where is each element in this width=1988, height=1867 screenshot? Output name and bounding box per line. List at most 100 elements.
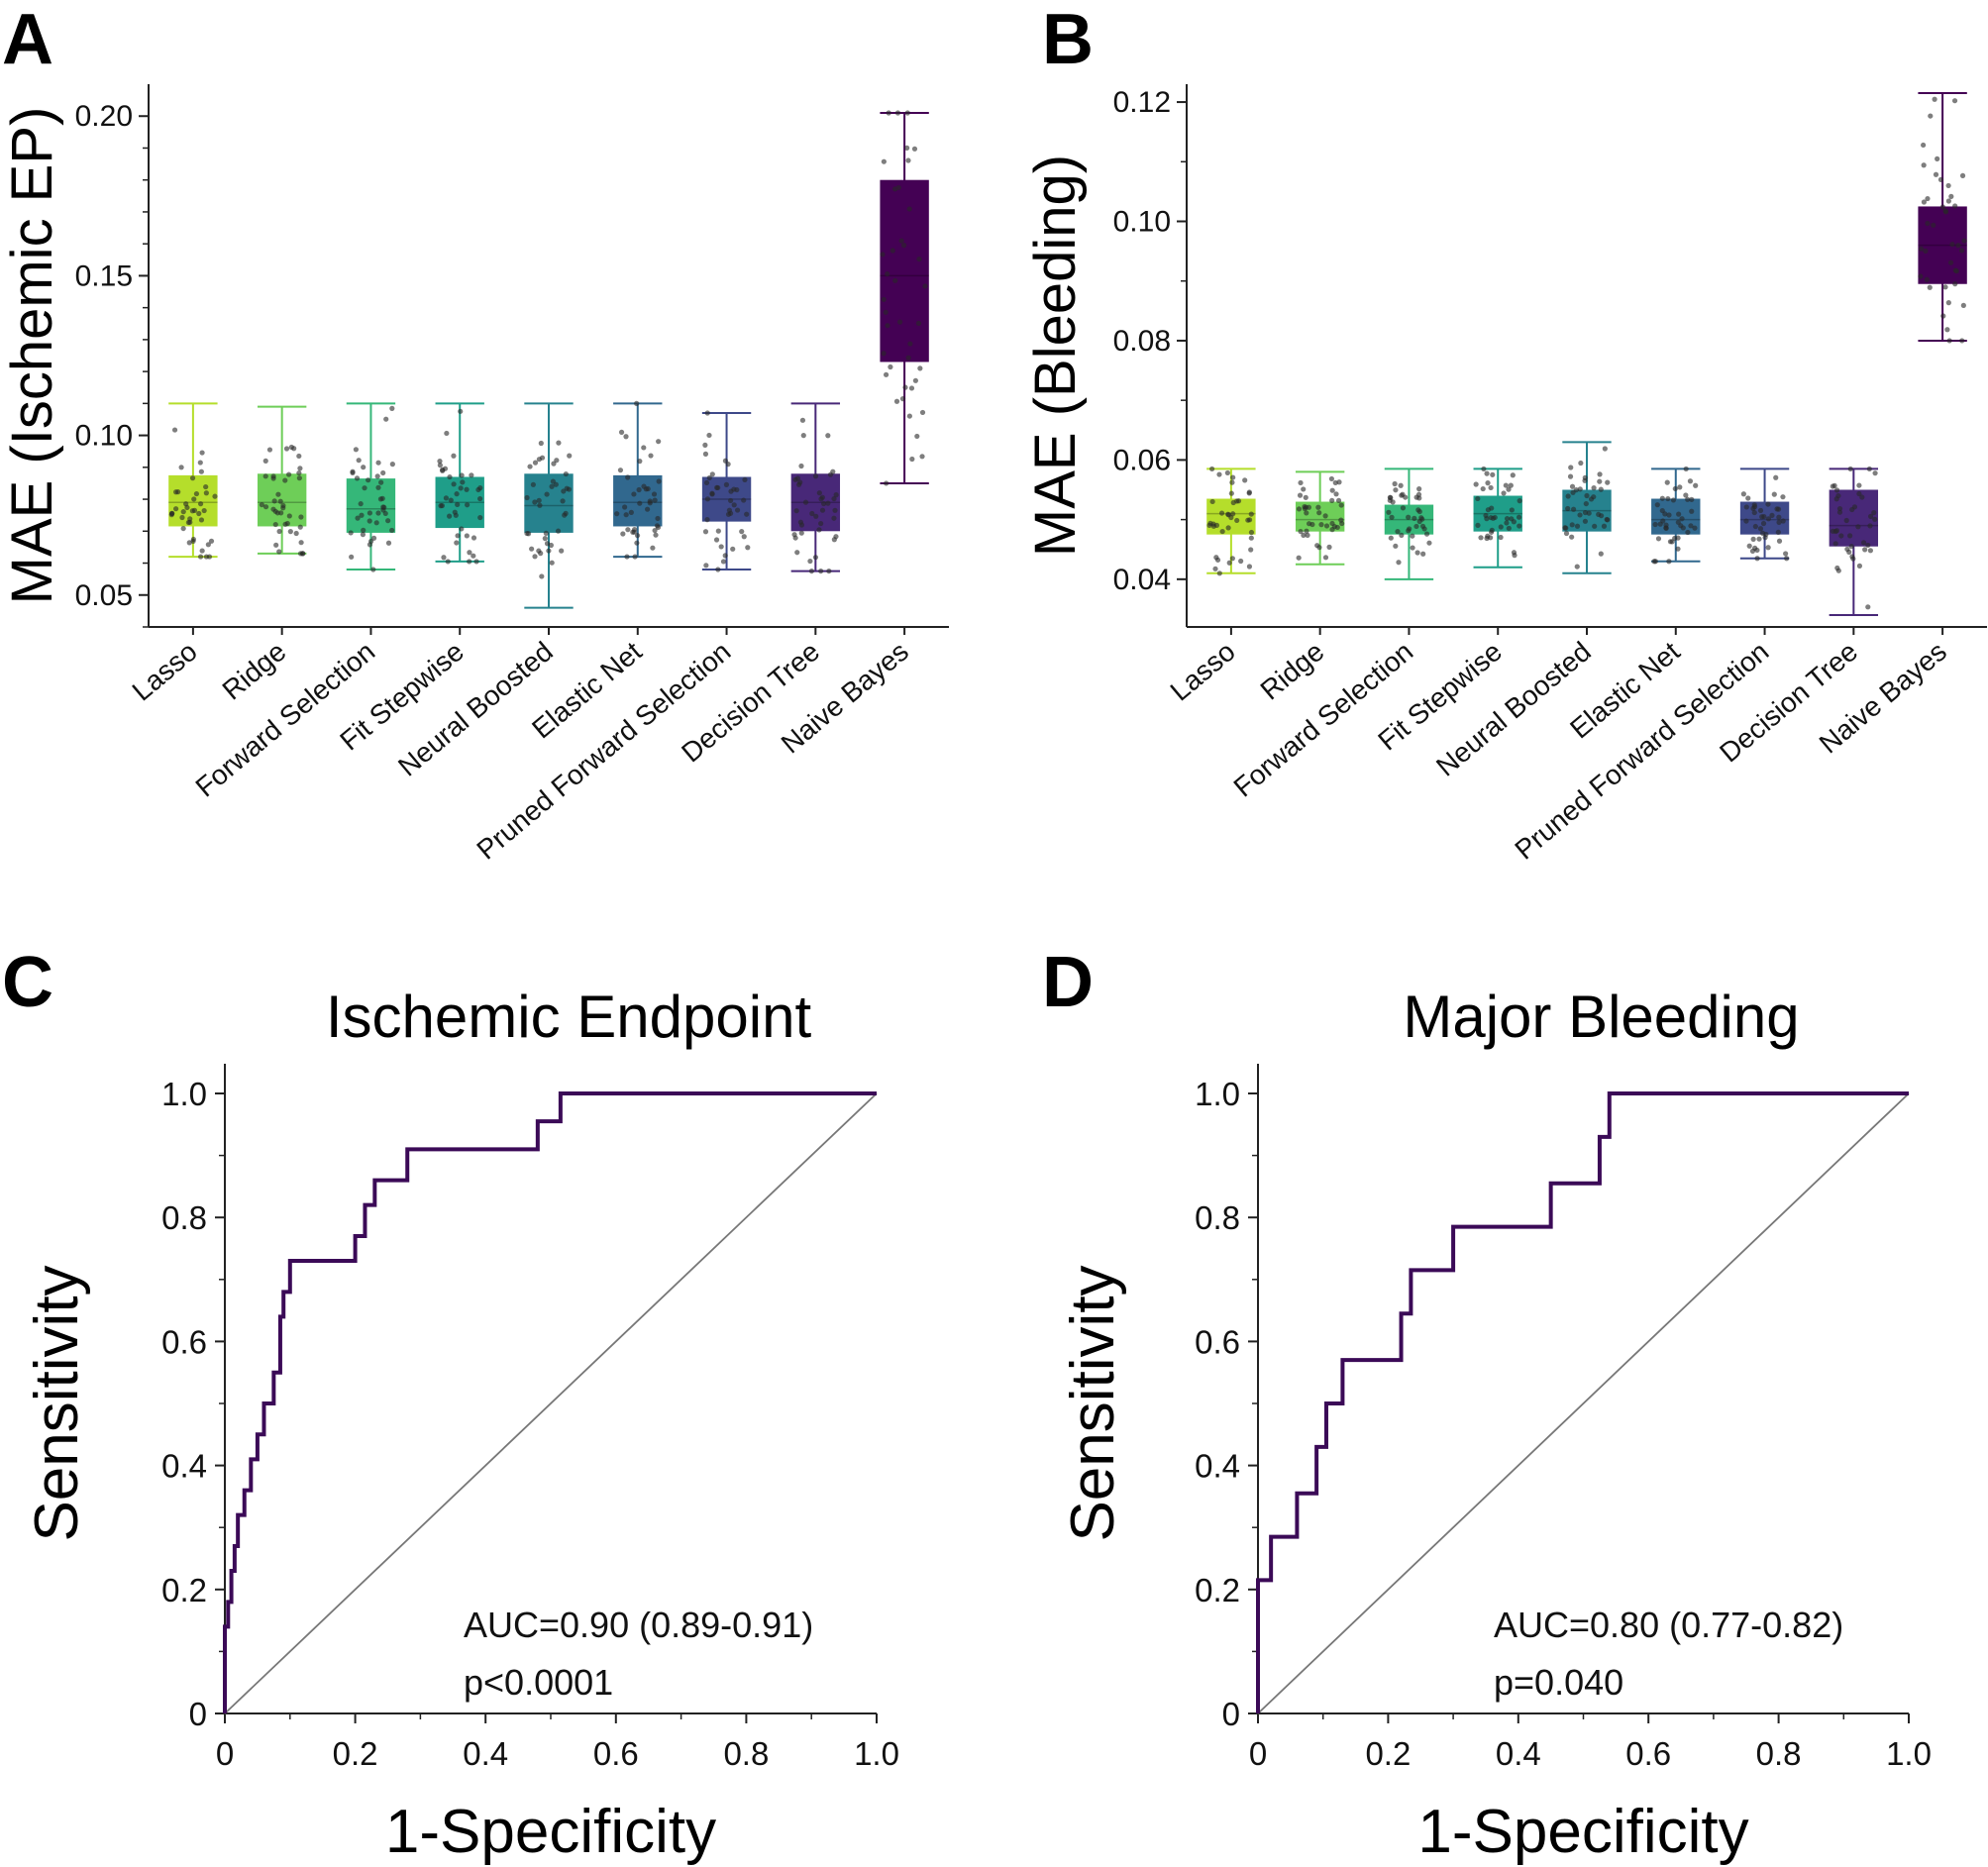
data-point xyxy=(1234,498,1240,504)
data-point xyxy=(1688,523,1694,529)
data-point xyxy=(1945,182,1951,189)
data-point xyxy=(368,538,374,545)
data-point xyxy=(906,413,912,419)
data-point xyxy=(1834,565,1840,571)
data-point xyxy=(833,534,839,540)
data-point xyxy=(1386,509,1392,515)
data-point xyxy=(348,530,354,536)
data-point xyxy=(1246,517,1253,523)
data-point xyxy=(374,473,380,479)
data-point xyxy=(1651,559,1657,565)
data-point xyxy=(917,365,923,371)
data-point xyxy=(793,508,799,514)
data-point xyxy=(722,553,728,559)
data-point xyxy=(553,481,559,487)
data-point xyxy=(720,559,727,565)
data-point xyxy=(1951,98,1958,104)
data-point xyxy=(454,540,460,546)
data-point xyxy=(272,521,278,528)
data-point xyxy=(477,485,483,491)
data-point xyxy=(1498,534,1504,541)
y-tick-label: 0 xyxy=(189,1696,207,1732)
data-point xyxy=(745,545,751,551)
data-point xyxy=(826,568,832,574)
data-point xyxy=(366,477,371,483)
data-point xyxy=(706,474,712,481)
data-point xyxy=(622,504,628,510)
data-point xyxy=(1414,550,1420,556)
y-axis-label: Sensitivity xyxy=(23,1265,91,1541)
data-point xyxy=(905,355,911,361)
data-point xyxy=(1756,536,1762,542)
data-point xyxy=(1583,500,1589,507)
data-point xyxy=(455,533,461,539)
data-point xyxy=(637,500,643,506)
data-point xyxy=(798,530,804,536)
chart-title: Major Bleeding xyxy=(1403,984,1799,1050)
data-point xyxy=(1689,496,1695,502)
data-point xyxy=(1517,523,1522,529)
data-point xyxy=(1301,532,1307,538)
data-point xyxy=(1944,327,1950,333)
data-point xyxy=(380,469,386,476)
data-point xyxy=(567,453,573,459)
y-tick-label: 0.06 xyxy=(1113,444,1171,476)
data-point xyxy=(1503,482,1509,488)
data-point xyxy=(919,409,926,416)
data-point xyxy=(656,478,662,484)
data-point xyxy=(1663,525,1669,531)
data-point xyxy=(744,511,750,517)
data-point xyxy=(1946,338,1952,344)
data-point xyxy=(816,490,822,496)
data-point xyxy=(1582,518,1589,524)
data-point xyxy=(203,483,209,490)
data-point xyxy=(1679,516,1685,522)
data-point xyxy=(1860,540,1867,546)
data-point xyxy=(1420,551,1426,557)
data-point xyxy=(796,481,802,487)
y-tick-label: 0.6 xyxy=(1195,1323,1240,1360)
data-point xyxy=(366,510,373,516)
data-point xyxy=(1843,517,1849,524)
data-point xyxy=(464,486,470,492)
data-point xyxy=(353,447,359,453)
data-point xyxy=(1509,516,1515,522)
data-point xyxy=(546,548,552,554)
data-point xyxy=(1489,527,1495,533)
data-point xyxy=(473,559,479,565)
data-point xyxy=(1485,507,1491,513)
roc-curve xyxy=(1256,1091,1909,1713)
data-point xyxy=(1866,466,1872,472)
panel-letter-a: A xyxy=(2,0,53,79)
data-point xyxy=(452,509,458,515)
data-point xyxy=(1955,243,1961,249)
data-point xyxy=(1960,302,1966,308)
data-point xyxy=(731,486,737,492)
data-point xyxy=(907,341,913,347)
data-point xyxy=(1413,523,1419,530)
data-point xyxy=(1334,524,1340,531)
data-point xyxy=(715,567,721,572)
data-point xyxy=(1856,563,1863,569)
x-category-label: Neural Boosted xyxy=(392,636,559,782)
data-point xyxy=(189,475,196,481)
x-tick-label: 1.0 xyxy=(854,1735,899,1772)
data-point xyxy=(734,507,741,513)
data-point xyxy=(1923,248,1929,254)
data-point xyxy=(885,323,890,329)
data-point xyxy=(1765,545,1771,551)
y-tick-label: 0 xyxy=(1222,1696,1240,1732)
data-point xyxy=(1248,511,1254,517)
x-tick-label: 0.4 xyxy=(1496,1735,1541,1772)
data-point xyxy=(818,496,824,502)
data-point xyxy=(1928,113,1934,119)
data-point xyxy=(1565,505,1571,512)
data-point xyxy=(655,515,661,522)
data-point xyxy=(1407,526,1413,532)
data-point xyxy=(1670,497,1677,503)
data-point xyxy=(1303,494,1308,500)
data-point xyxy=(1485,480,1491,486)
data-point xyxy=(477,514,483,521)
data-point xyxy=(280,505,286,511)
data-point xyxy=(904,145,910,151)
